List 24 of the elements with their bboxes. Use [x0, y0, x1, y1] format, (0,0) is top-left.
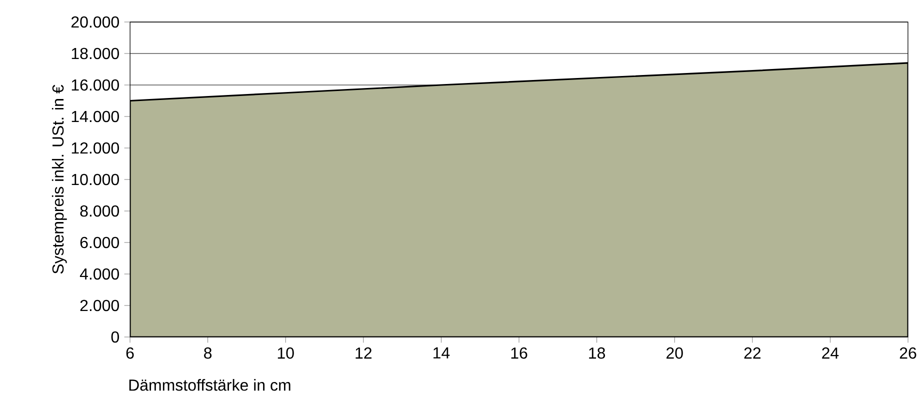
y-tick-label: 6.000 [80, 236, 119, 248]
y-tick-label: 4.000 [80, 268, 119, 280]
y-tick-label: 2.000 [80, 300, 119, 312]
x-tick-label: 20 [666, 347, 683, 359]
y-tick-label: 8.000 [80, 205, 119, 217]
x-tick-label: 14 [434, 347, 450, 358]
y-tick-label: 12.000 [72, 142, 119, 154]
x-tick-label: 6 [126, 347, 134, 359]
x-tick-label: 24 [822, 347, 839, 359]
x-tick-label: 10 [278, 347, 294, 359]
y-tick-label: 20.000 [71, 16, 119, 28]
y-tick-label: 0 [111, 331, 119, 343]
x-tick-label: 8 [204, 347, 212, 359]
x-tick-label: 26 [900, 347, 916, 359]
y-tick-label: 10.000 [72, 174, 119, 186]
y-tick-label: 16.000 [72, 79, 119, 91]
x-tick-label: 18 [589, 347, 605, 359]
y-tick-label: 14.000 [72, 110, 119, 122]
y-tick-label: 18.000 [72, 48, 119, 60]
x-tick-label: 12 [356, 347, 372, 359]
x-tick-label: 22 [744, 347, 760, 359]
x-tick-label: 16 [511, 347, 528, 359]
x-axis-title: Dämmstoffstärke in cm [129, 379, 290, 391]
y-axis-title: Systempreis inkl. USt. in € [52, 84, 67, 274]
